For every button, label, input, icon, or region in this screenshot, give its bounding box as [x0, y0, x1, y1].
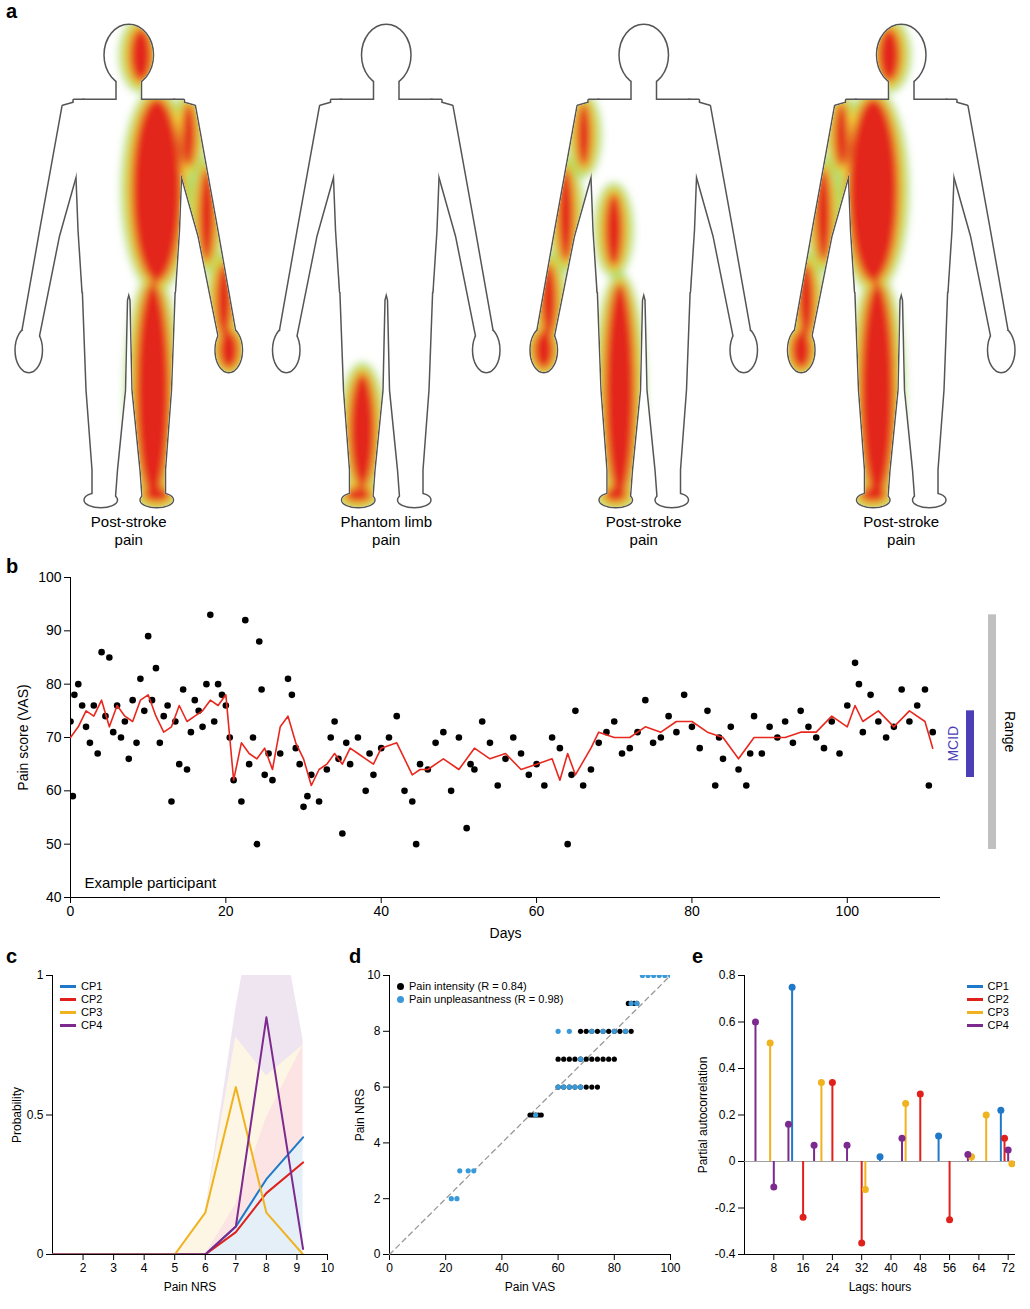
svg-text:90: 90: [46, 622, 62, 638]
svg-text:0.6: 0.6: [719, 1015, 736, 1029]
svg-text:64: 64: [972, 1261, 986, 1275]
html-text:CP4: CP4: [987, 1019, 1009, 1031]
svg-text:0.4: 0.4: [719, 1061, 736, 1075]
svg-text:Phantom limbpain: Phantom limbpain: [340, 513, 432, 548]
svg-text:4: 4: [141, 1261, 148, 1275]
svg-text:Pain NRS: Pain NRS: [353, 1089, 367, 1142]
svg-text:100: 100: [38, 569, 62, 585]
svg-text:20: 20: [218, 903, 234, 919]
svg-text:60: 60: [46, 782, 62, 798]
html-text:Pain intensity (R = 0.84): Pain intensity (R = 0.84): [409, 980, 527, 992]
html-text:CP2: CP2: [81, 993, 103, 1005]
svg-text:-0.2: -0.2: [715, 1201, 736, 1215]
svg-text:16: 16: [796, 1261, 810, 1275]
svg-text:0: 0: [729, 1154, 736, 1168]
svg-text:40: 40: [884, 1261, 898, 1275]
html-text:CP4: CP4: [81, 1019, 103, 1031]
svg-text:Pain score (VAS): Pain score (VAS): [15, 684, 31, 790]
svg-text:80: 80: [46, 676, 62, 692]
svg-text:40: 40: [495, 1261, 509, 1275]
svg-text:24: 24: [826, 1261, 840, 1275]
svg-text:Range: Range: [1002, 711, 1018, 752]
svg-text:8: 8: [263, 1261, 270, 1275]
svg-text:Post-strokepain: Post-strokepain: [606, 513, 682, 548]
svg-text:0.2: 0.2: [719, 1108, 736, 1122]
svg-text:6: 6: [202, 1261, 209, 1275]
html-text:c: c: [6, 945, 18, 967]
html-text:CP3: CP3: [987, 1006, 1009, 1018]
html-text:a: a: [6, 0, 18, 22]
svg-text:10: 10: [367, 968, 381, 982]
svg-text:2: 2: [374, 1192, 381, 1206]
svg-text:6: 6: [374, 1080, 381, 1094]
svg-text:Partial autocorrelation: Partial autocorrelation: [696, 1057, 710, 1174]
svg-text:40: 40: [46, 889, 62, 905]
svg-text:Pain NRS: Pain NRS: [164, 1280, 217, 1294]
svg-text:32: 32: [855, 1261, 869, 1275]
svg-text:Post-strokepain: Post-strokepain: [863, 513, 939, 548]
svg-text:48: 48: [914, 1261, 928, 1275]
svg-text:3: 3: [110, 1261, 117, 1275]
svg-text:80: 80: [608, 1261, 622, 1275]
svg-text:Lags: hours: Lags: hours: [849, 1280, 912, 1294]
svg-text:60: 60: [551, 1261, 565, 1275]
svg-text:56: 56: [943, 1261, 957, 1275]
html-text:CP2: CP2: [987, 993, 1009, 1005]
svg-text:80: 80: [684, 903, 700, 919]
svg-text:100: 100: [660, 1261, 680, 1275]
html-text:d: d: [349, 945, 362, 967]
svg-text:8: 8: [770, 1261, 777, 1275]
html-text:CP3: CP3: [81, 1006, 103, 1018]
svg-text:10: 10: [321, 1261, 335, 1275]
svg-text:Post-strokepain: Post-strokepain: [91, 513, 167, 548]
svg-text:0.5: 0.5: [27, 1108, 44, 1122]
svg-text:2: 2: [80, 1261, 87, 1275]
svg-text:70: 70: [46, 729, 62, 745]
svg-text:Pain VAS: Pain VAS: [505, 1280, 555, 1294]
svg-text:60: 60: [529, 903, 545, 919]
svg-text:50: 50: [46, 836, 62, 852]
svg-text:20: 20: [439, 1261, 453, 1275]
html-text:Pain unpleasantness (R = 0.98): Pain unpleasantness (R = 0.98): [409, 993, 564, 1005]
svg-text:72: 72: [1001, 1261, 1015, 1275]
svg-text:-0.4: -0.4: [715, 1247, 736, 1261]
svg-text:7: 7: [232, 1261, 239, 1275]
svg-text:9: 9: [294, 1261, 301, 1275]
svg-text:100: 100: [836, 903, 860, 919]
svg-text:0: 0: [67, 903, 75, 919]
svg-text:Probability: Probability: [10, 1087, 24, 1143]
html-text:b: b: [6, 555, 19, 577]
svg-text:Example participant: Example participant: [85, 874, 218, 891]
svg-text:0: 0: [37, 1247, 44, 1261]
svg-text:8: 8: [374, 1024, 381, 1038]
svg-text:MCID: MCID: [945, 726, 961, 762]
html-text:CP1: CP1: [987, 980, 1009, 992]
svg-text:Days: Days: [490, 925, 522, 941]
svg-text:40: 40: [373, 903, 389, 919]
html-text:e: e: [692, 945, 704, 967]
svg-text:4: 4: [374, 1136, 381, 1150]
html-text:CP1: CP1: [81, 980, 103, 992]
svg-text:1: 1: [37, 968, 44, 982]
svg-text:0: 0: [386, 1261, 393, 1275]
svg-text:5: 5: [171, 1261, 178, 1275]
svg-text:0.8: 0.8: [719, 968, 736, 982]
svg-text:0: 0: [374, 1247, 381, 1261]
